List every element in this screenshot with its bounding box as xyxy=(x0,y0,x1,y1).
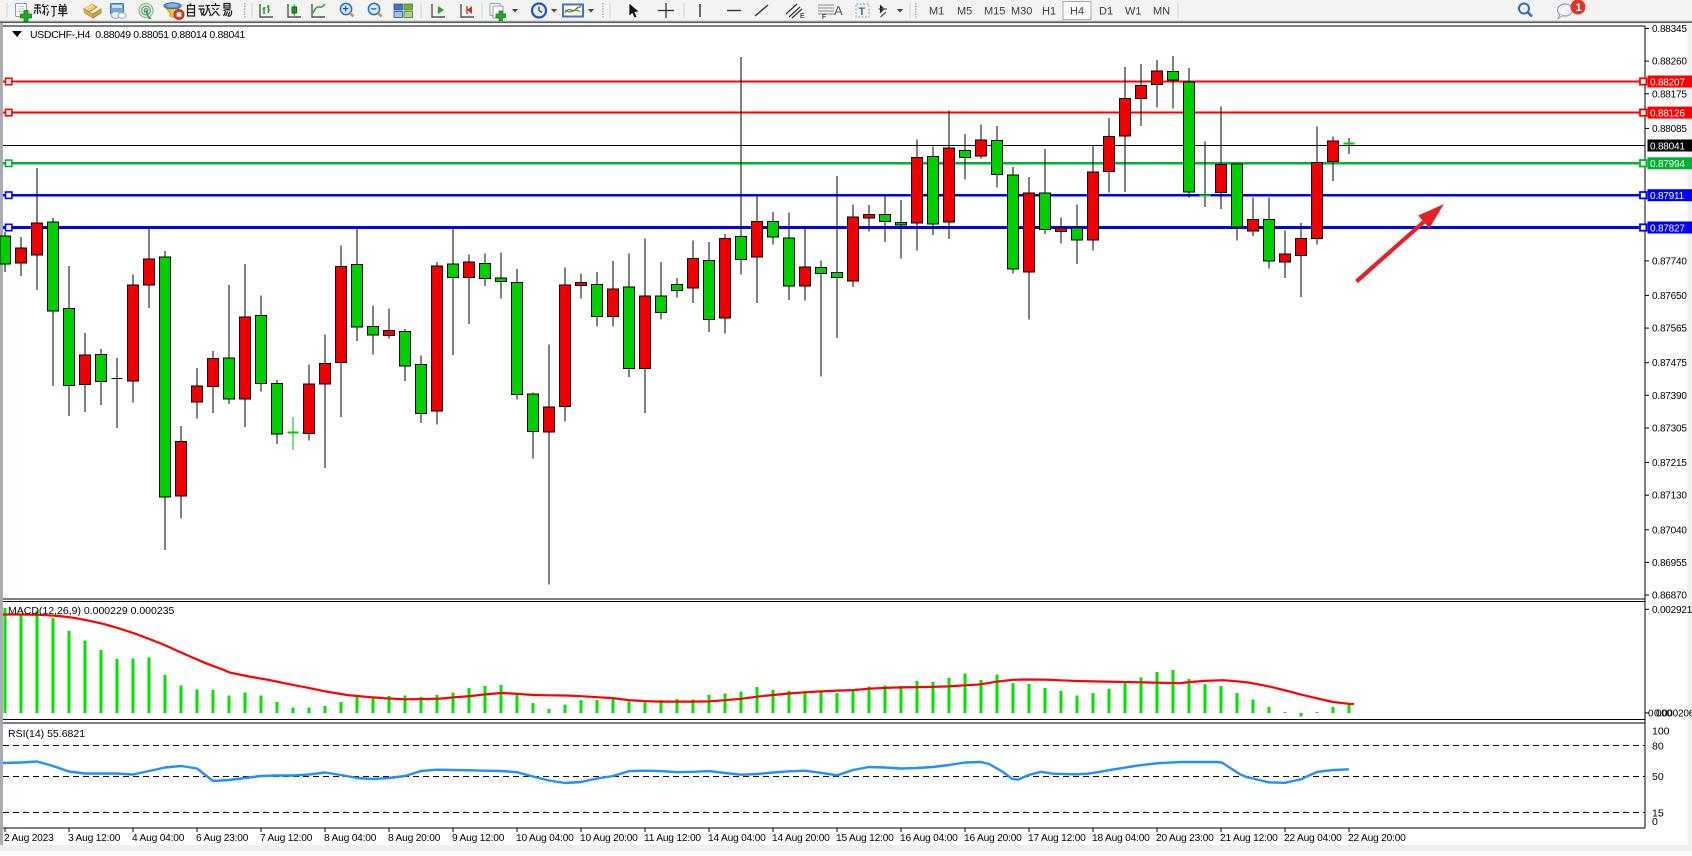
svg-text:0.88260: 0.88260 xyxy=(1652,57,1687,68)
svg-text:0.88175: 0.88175 xyxy=(1652,89,1687,100)
svg-text:0.88207: 0.88207 xyxy=(1650,77,1685,88)
svg-text:14 Aug 20:00: 14 Aug 20:00 xyxy=(772,833,830,844)
svg-text:1: 1 xyxy=(1576,2,1582,14)
svg-text:0.87911: 0.87911 xyxy=(1650,191,1685,202)
svg-text:9 Aug 12:00: 9 Aug 12:00 xyxy=(452,833,505,844)
svg-text:0.87475: 0.87475 xyxy=(1652,358,1687,369)
svg-text:0.86870: 0.86870 xyxy=(1652,591,1687,602)
svg-text:11 Aug 12:00: 11 Aug 12:00 xyxy=(644,833,701,844)
svg-text:21 Aug 12:00: 21 Aug 12:00 xyxy=(1220,833,1278,844)
svg-text:0.88041: 0.88041 xyxy=(1650,141,1685,152)
svg-text:0: 0 xyxy=(1652,816,1658,828)
svg-text:0.86955: 0.86955 xyxy=(1652,558,1687,569)
svg-text:0.000206: 0.000206 xyxy=(1654,708,1692,719)
svg-text:0.87040: 0.87040 xyxy=(1652,525,1687,536)
svg-text:100: 100 xyxy=(1652,726,1670,738)
svg-text:W1: W1 xyxy=(1125,6,1142,18)
svg-text:0.87565: 0.87565 xyxy=(1652,324,1687,335)
svg-text:10 Aug 20:00: 10 Aug 20:00 xyxy=(580,833,638,844)
svg-text:0.87215: 0.87215 xyxy=(1652,458,1687,469)
svg-text:2 Aug 2023: 2 Aug 2023 xyxy=(4,833,54,844)
svg-text:−: − xyxy=(370,4,376,16)
svg-text:D1: D1 xyxy=(1099,6,1113,18)
svg-text:0.87650: 0.87650 xyxy=(1652,291,1687,302)
svg-text:0.88126: 0.88126 xyxy=(1650,108,1685,119)
svg-text:+: + xyxy=(342,4,348,16)
svg-text:MACD(12,26,9) 0.000229 0.00023: MACD(12,26,9) 0.000229 0.000235 xyxy=(8,605,175,617)
svg-text:M15: M15 xyxy=(984,6,1005,18)
svg-text:0.87994: 0.87994 xyxy=(1650,159,1685,170)
svg-text:F: F xyxy=(822,14,826,21)
svg-text:0.88085: 0.88085 xyxy=(1652,124,1687,135)
svg-text:H4: H4 xyxy=(1070,6,1084,18)
svg-text:80: 80 xyxy=(1652,741,1664,753)
svg-text:MN: MN xyxy=(1153,6,1170,18)
svg-text:7 Aug 12:00: 7 Aug 12:00 xyxy=(260,833,313,844)
svg-text:22 Aug 04:00: 22 Aug 04:00 xyxy=(1284,833,1342,844)
svg-text:M1: M1 xyxy=(929,6,944,18)
svg-text:M30: M30 xyxy=(1011,6,1032,18)
svg-text:USDCHF-,H4 0.88049 0.88051 0.: USDCHF-,H4 0.88049 0.88051 0.88014 0.880… xyxy=(30,29,245,41)
svg-text:RSI(14) 55.6821: RSI(14) 55.6821 xyxy=(8,728,85,740)
svg-text:0.87390: 0.87390 xyxy=(1652,391,1687,402)
svg-text:0.87740: 0.87740 xyxy=(1652,256,1687,267)
svg-text:0.002921: 0.002921 xyxy=(1652,605,1692,616)
svg-text:20 Aug 23:00: 20 Aug 23:00 xyxy=(1156,833,1214,844)
svg-text:M5: M5 xyxy=(957,6,972,18)
svg-text:T: T xyxy=(859,6,866,18)
svg-text:50: 50 xyxy=(1652,771,1664,783)
svg-text:8 Aug 04:00: 8 Aug 04:00 xyxy=(324,833,377,844)
svg-text:0.88345: 0.88345 xyxy=(1652,24,1687,35)
svg-text:3 Aug 12:00: 3 Aug 12:00 xyxy=(68,833,121,844)
svg-text:22 Aug 20:00: 22 Aug 20:00 xyxy=(1348,833,1406,844)
svg-text:16 Aug 20:00: 16 Aug 20:00 xyxy=(964,833,1022,844)
svg-text:16 Aug 04:00: 16 Aug 04:00 xyxy=(900,833,958,844)
svg-text:17 Aug 12:00: 17 Aug 12:00 xyxy=(1028,833,1086,844)
svg-text:0.87130: 0.87130 xyxy=(1652,491,1687,502)
svg-text:A: A xyxy=(834,3,843,18)
svg-text:6 Aug 23:00: 6 Aug 23:00 xyxy=(196,833,249,844)
svg-text:4 Aug 04:00: 4 Aug 04:00 xyxy=(132,833,185,844)
svg-text:18 Aug 04:00: 18 Aug 04:00 xyxy=(1092,833,1150,844)
svg-text:0.87305: 0.87305 xyxy=(1652,424,1687,435)
svg-text:10 Aug 04:00: 10 Aug 04:00 xyxy=(516,833,574,844)
svg-text:0.87827: 0.87827 xyxy=(1650,223,1685,234)
svg-text:H1: H1 xyxy=(1042,6,1056,18)
svg-text:E: E xyxy=(800,13,805,20)
svg-text:8 Aug 20:00: 8 Aug 20:00 xyxy=(388,833,441,844)
svg-text:15 Aug 12:00: 15 Aug 12:00 xyxy=(836,833,894,844)
svg-text:14 Aug 04:00: 14 Aug 04:00 xyxy=(708,833,766,844)
